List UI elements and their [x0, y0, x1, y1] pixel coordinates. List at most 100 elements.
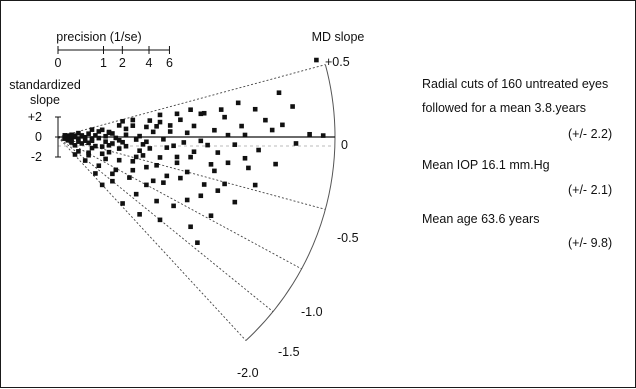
data-point-9 [174, 111, 180, 117]
data-point-133 [256, 147, 261, 153]
data-point-37 [161, 136, 166, 142]
data-point-28 [93, 133, 98, 138]
data-point-42 [103, 139, 108, 144]
data-point-112 [242, 132, 248, 138]
md-ray-4 [57, 136, 274, 312]
standardized-slope-scale: +2 0 -2 [28, 110, 61, 164]
data-point-23 [225, 132, 231, 138]
data-point-131 [263, 117, 268, 123]
data-point-118 [76, 139, 81, 144]
data-point-21 [269, 127, 275, 133]
precision-tick-label-3: 4 [146, 56, 153, 70]
standardized-label-line1: standardized [9, 78, 81, 92]
data-point-55 [157, 155, 163, 160]
data-point-47 [215, 150, 221, 155]
data-point-87 [76, 149, 81, 154]
data-point-83 [195, 240, 200, 245]
data-point-99 [96, 129, 102, 134]
data-point-71 [72, 142, 78, 148]
data-point-11 [130, 117, 136, 123]
data-point-138 [89, 136, 95, 141]
data-point-79 [144, 182, 149, 188]
data-point-116 [76, 130, 81, 136]
data-point-33 [82, 134, 88, 140]
data-point-141 [130, 123, 136, 128]
md-tick-plus-0-5: +0.5 [325, 55, 350, 69]
data-point-92 [137, 212, 142, 217]
data-point-105 [130, 159, 136, 164]
data-point-103 [147, 146, 153, 151]
data-point-70 [65, 138, 71, 143]
data-point-128 [62, 133, 68, 138]
data-point-66 [201, 182, 207, 187]
data-point-10 [147, 118, 153, 123]
data-point-115 [103, 133, 108, 139]
md-tick-minus-0-5: -0.5 [337, 231, 359, 245]
data-point-113 [167, 129, 173, 134]
data-point-132 [293, 141, 299, 146]
data-point-3 [290, 104, 295, 109]
data-point-46 [191, 149, 197, 155]
data-point-72 [62, 136, 68, 141]
data-point-38 [198, 138, 204, 144]
note-age: Mean age 63.6 years [422, 212, 540, 226]
data-point-120 [164, 145, 170, 150]
data-point-27 [110, 131, 115, 136]
note-cohort: Radial cuts of 160 untreated eyes [422, 77, 609, 91]
md-tick-0: 0 [341, 138, 348, 152]
data-point-39 [232, 142, 238, 147]
data-point-78 [127, 175, 132, 180]
data-point-135 [181, 140, 187, 145]
data-point-64 [144, 164, 149, 170]
note-age-sd: (+/- 9.8) [568, 236, 613, 250]
data-point-7 [201, 110, 207, 116]
data-point-45 [171, 143, 176, 149]
data-point-108 [113, 167, 119, 173]
data-point-122 [225, 160, 231, 166]
data-point-19 [212, 127, 217, 133]
data-point-73 [79, 141, 85, 146]
data-point-150 [99, 182, 105, 188]
data-point-74 [89, 145, 95, 151]
data-point-86 [96, 163, 102, 169]
data-point-134 [205, 142, 210, 148]
std-tick-label-0: +2 [28, 110, 42, 124]
data-point-104 [188, 154, 193, 160]
data-point-1 [276, 90, 282, 96]
precision-label: precision (1/se) [56, 30, 141, 44]
std-tick-label-1: 0 [35, 130, 42, 144]
md-ray-5 [57, 136, 247, 341]
data-point-137 [116, 138, 122, 143]
precision-tick-label-0: 0 [55, 56, 62, 70]
data-point-109 [69, 140, 74, 145]
data-point-18 [191, 123, 197, 129]
note-followup-sd: (+/- 2.2) [568, 127, 613, 141]
data-point-51 [86, 140, 91, 146]
data-point-2 [218, 107, 224, 112]
data-point-117 [89, 127, 95, 132]
data-point-13 [99, 127, 105, 133]
md-tick-minus-1-0: -1.0 [301, 305, 323, 319]
data-point-0 [314, 57, 319, 63]
data-point-77 [103, 156, 108, 162]
data-point-57 [208, 162, 214, 167]
data-points [62, 57, 326, 245]
data-point-107 [150, 178, 156, 184]
data-point-62 [222, 181, 227, 187]
data-point-50 [69, 136, 74, 142]
data-point-4 [320, 133, 326, 138]
data-point-68 [184, 197, 190, 203]
data-point-89 [82, 158, 88, 163]
data-point-142 [157, 119, 163, 125]
data-point-139 [79, 133, 85, 138]
data-point-140 [106, 130, 112, 136]
data-point-34 [96, 135, 102, 141]
data-point-12 [116, 123, 122, 128]
data-point-85 [86, 152, 91, 158]
data-point-67 [161, 180, 166, 185]
data-point-52 [99, 144, 105, 149]
data-point-149 [72, 152, 78, 157]
